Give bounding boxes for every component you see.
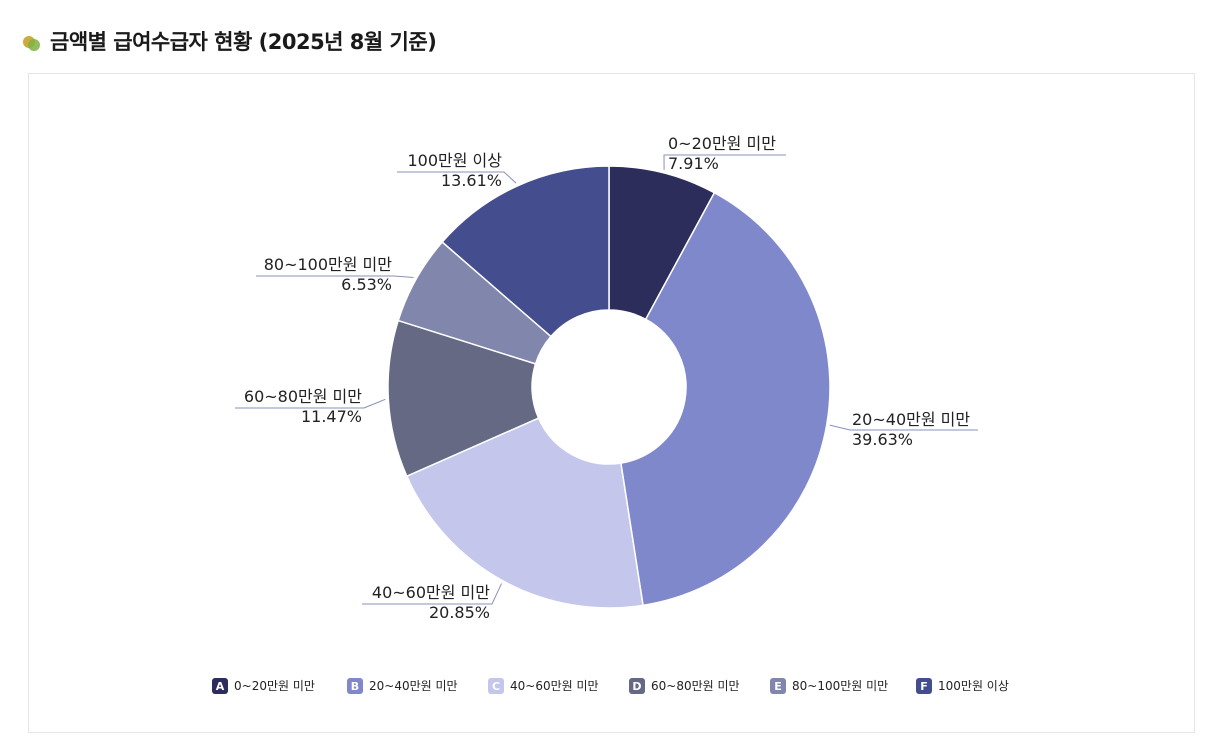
legend-swatch <box>916 678 932 694</box>
leader-line <box>362 583 502 605</box>
legend-label: 60~80만원 미만 <box>651 679 740 693</box>
legend-key-letter: C <box>492 680 500 693</box>
legend-label: 80~100만원 미만 <box>792 679 888 693</box>
slice-category-label: 0~20만원 미만 <box>668 134 776 153</box>
slice-category-label: 80~100만원 미만 <box>264 255 393 274</box>
donut-slice <box>387 319 540 478</box>
leader-line <box>829 424 978 431</box>
donut-slice <box>441 165 610 338</box>
legend-swatch <box>770 678 786 694</box>
leader-line <box>663 154 786 170</box>
donut-slice <box>405 417 644 609</box>
legend-swatch <box>212 678 228 694</box>
legend-key-letter: B <box>351 680 359 693</box>
slice-category-label: 20~40만원 미만 <box>852 410 970 429</box>
slice-category-label: 100만원 이상 <box>407 151 502 170</box>
legend-key-letter: A <box>216 680 225 693</box>
slice-category-label: 60~80만원 미만 <box>244 387 362 406</box>
leader-line <box>256 275 414 279</box>
legend-swatch <box>347 678 363 694</box>
donut-slice <box>619 191 831 607</box>
slice-category-label: 40~60만원 미만 <box>372 583 490 602</box>
legend-label: 40~60만원 미만 <box>510 679 599 693</box>
legend-swatch <box>629 678 645 694</box>
leader-line <box>397 171 517 184</box>
slice-value-label: 11.47% <box>301 407 362 426</box>
slice-value-label: 39.63% <box>852 430 913 449</box>
bullet-icon <box>22 31 42 51</box>
leader-line <box>235 398 386 409</box>
slice-value-label: 6.53% <box>341 275 392 294</box>
legend-label: 0~20만원 미만 <box>234 679 315 693</box>
chart-title: 금액별 급여수급자 현황 (2025년 8월 기준) <box>50 30 437 54</box>
slice-value-label: 7.91% <box>668 154 719 173</box>
slice-value-label: 13.61% <box>441 171 502 190</box>
legend-swatch <box>488 678 504 694</box>
slice-value-label: 20.85% <box>429 603 490 622</box>
chart-header: 금액별 급여수급자 현황 (2025년 8월 기준) <box>22 26 437 56</box>
legend-key-letter: E <box>774 680 782 693</box>
legend-key-letter: F <box>920 680 928 693</box>
legend-key-letter: D <box>632 680 641 693</box>
legend-label: 20~40만원 미만 <box>369 679 458 693</box>
legend-label: 100만원 이상 <box>938 679 1009 693</box>
